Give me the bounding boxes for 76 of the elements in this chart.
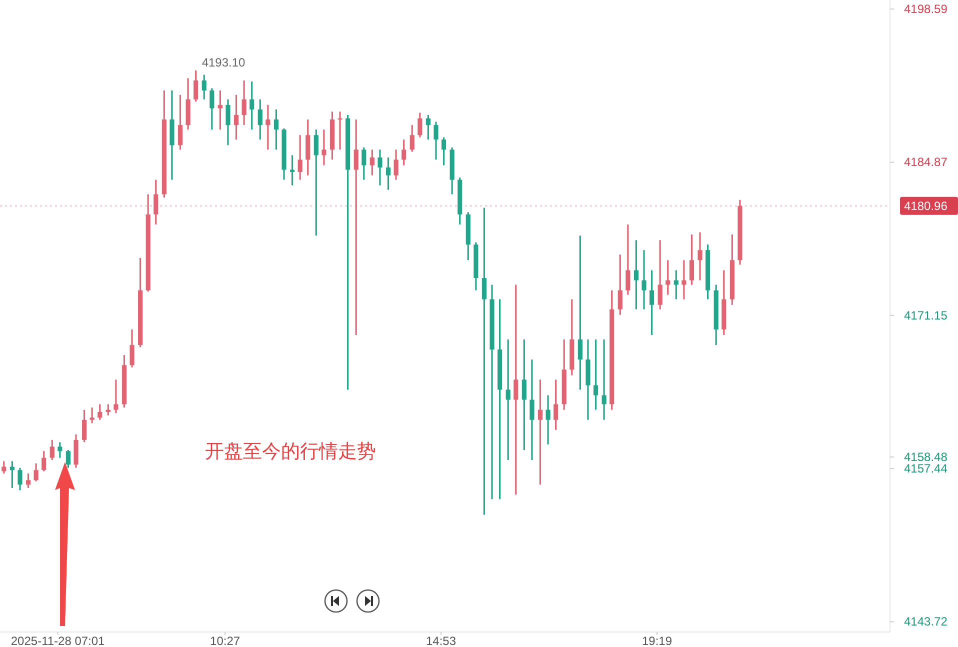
candlestick: [250, 80, 254, 130]
candlestick: [362, 146, 366, 181]
candlestick: [554, 378, 558, 431]
candlestick: [314, 128, 318, 236]
candlestick: [114, 378, 118, 414]
candlestick: [266, 104, 270, 150]
candlestick: [434, 120, 438, 160]
candlestick: [10, 460, 14, 489]
candlestick: [410, 124, 414, 153]
x-tick-label: 2025-11-28 07:01: [10, 634, 106, 647]
y-tick-label: 4184.87: [904, 155, 948, 170]
candlestick: [58, 441, 62, 459]
candlestick: [42, 450, 46, 472]
candlestick: [90, 406, 94, 424]
y-tick-label: 4143.72: [904, 614, 948, 629]
candlestick: [354, 118, 358, 336]
candlestick: [202, 74, 206, 100]
candlestick: [242, 80, 246, 126]
candlestick: [370, 148, 374, 176]
candlestick: [698, 231, 702, 282]
x-tick-label: 10:27: [210, 634, 240, 647]
candlestick: [34, 462, 38, 482]
candlestick: [66, 449, 70, 469]
candlestick: [194, 70, 198, 102]
candlestick: [618, 254, 622, 316]
candlestick: [386, 156, 391, 191]
candlestick: [258, 98, 262, 140]
candlestick: [290, 154, 295, 186]
candlestick: [298, 134, 302, 181]
candlestick: [402, 138, 406, 166]
candlestick: [338, 110, 342, 150]
candlestick: [522, 338, 526, 451]
candlestick: [426, 114, 430, 140]
candlestick: [658, 239, 662, 310]
candlestick: [322, 128, 326, 166]
candlestick: [98, 403, 102, 421]
candlestick: [602, 338, 606, 421]
y-tick-label: 4157.44: [904, 462, 948, 476]
y-tick-label: 4198.59: [904, 2, 948, 16]
candlestick: [530, 358, 534, 461]
candlestick: [546, 394, 550, 446]
candlestick: [650, 269, 654, 336]
candlestick: [26, 472, 31, 489]
candlestick: [626, 224, 630, 296]
candlestick: [50, 439, 54, 461]
candlestick: [130, 328, 134, 368]
candlestick: [442, 136, 446, 166]
candlestick: [226, 98, 230, 146]
candlestick: [418, 112, 422, 138]
candlestick: [578, 234, 582, 390]
candlestick: [154, 178, 158, 226]
candlestick: [378, 148, 382, 186]
annotation: 4193.10: [202, 55, 246, 70]
x-tick-label: 14:53: [426, 634, 456, 647]
candlestick: [482, 206, 486, 516]
candlestick: [689, 234, 694, 286]
candlestick: [593, 338, 598, 411]
candlestick: [218, 90, 222, 130]
candlestick: [178, 94, 183, 150]
candlestick: [506, 338, 510, 461]
candlestick: [394, 148, 398, 181]
candlestick: [514, 284, 518, 496]
candlestick: [642, 249, 646, 310]
candlestick: [2, 460, 6, 474]
ref-line-label: 4180.96: [904, 198, 948, 213]
candlestick: [634, 239, 638, 310]
candlestick: [538, 378, 543, 486]
x-tick-label: 19:19: [642, 634, 672, 647]
candlestick: [234, 94, 239, 140]
candlestick: [18, 467, 22, 491]
candlestick: [82, 408, 87, 443]
candlestick: [210, 87, 214, 130]
annotation: 开盘至今的行情走势: [205, 442, 376, 462]
y-tick-label: 4171.15: [904, 308, 948, 322]
y-tick-label: 4158.48: [904, 450, 948, 464]
candlestick: [274, 108, 278, 150]
